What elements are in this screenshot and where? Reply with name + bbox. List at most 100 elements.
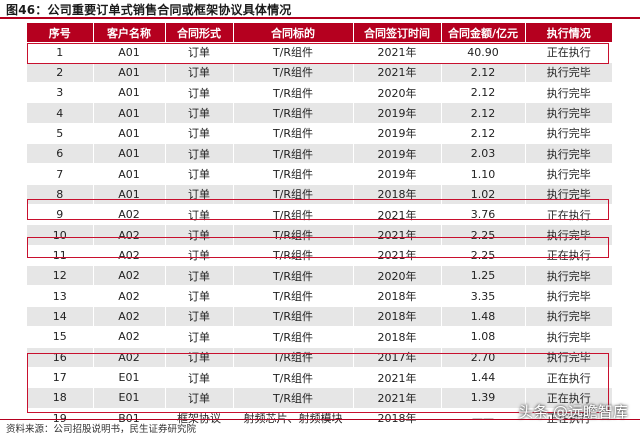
table-cell: 1.25 (441, 265, 526, 287)
table-cell: B01 (93, 408, 166, 429)
table-row: 16 A02 订单 T/R组件 2017年 2.70 执行完毕 (27, 347, 612, 368)
table-cell: 订单 (165, 123, 234, 145)
table-cell: A01 (93, 123, 166, 145)
table-cell: A01 (93, 102, 166, 124)
table-row: 13 A02 订单 T/R组件 2018年 3.35 执行完毕 (27, 285, 612, 307)
table-cell: A01 (93, 42, 166, 63)
table-row: 5 A01 订单 T/R组件 2019年 2.12 执行完毕 (27, 123, 612, 145)
table-row: 7 A01 订单 T/R组件 2019年 1.10 执行完毕 (27, 163, 612, 185)
table-cell: 订单 (165, 102, 234, 124)
table-cell: 订单 (165, 62, 234, 84)
table-row: 14 A02 订单 T/R组件 2018年 1.48 执行完毕 (27, 306, 612, 328)
header-cell: 合同签订时间 (353, 23, 442, 43)
table-cell: T/R组件 (233, 184, 354, 206)
table-cell: 9 (27, 204, 94, 226)
watermark: 头条 @远瞻智库 (518, 403, 628, 421)
table-cell: 框架协议 (165, 408, 234, 429)
table-cell: 执行完毕 (525, 62, 612, 84)
table-cell: 5 (27, 123, 94, 145)
table-header-row: 序号 客户名称 合同形式 合同标的 合同签订时间 合同金额/亿元 执行情况 (27, 23, 612, 43)
table-cell: 2 (27, 62, 94, 84)
table-cell: 2021年 (353, 367, 442, 389)
table-cell: 12 (27, 265, 94, 287)
table-cell: 2018年 (353, 285, 442, 307)
table-cell: 正在执行 (525, 42, 612, 63)
header-cell: 执行情况 (525, 23, 612, 43)
table-cell: 2018年 (353, 408, 442, 429)
table-row: 12 A02 订单 T/R组件 2020年 1.25 执行完毕 (27, 265, 612, 287)
table-cell: 正在执行 (525, 408, 612, 429)
table-cell: T/R组件 (233, 387, 354, 409)
table-cell: 射频芯片、射频模块 (233, 408, 354, 429)
table-cell: T/R组件 (233, 306, 354, 328)
header-cell: 客户名称 (93, 23, 166, 43)
table-cell: 2021年 (353, 245, 442, 267)
table-cell: 15 (27, 326, 94, 348)
table-cell: 正在执行 (525, 245, 612, 267)
table-row: 15 A02 订单 T/R组件 2018年 1.08 执行完毕 (27, 326, 612, 348)
table-cell: 订单 (165, 143, 234, 165)
table-cell: E01 (93, 367, 166, 389)
table-cell: 2.70 (441, 347, 526, 368)
table-cell: 订单 (165, 245, 234, 267)
table-cell: 2.12 (441, 82, 526, 104)
table-cell: 订单 (165, 163, 234, 185)
table-cell: 正在执行 (525, 367, 612, 389)
table-cell: 执行完毕 (525, 326, 612, 348)
table-cell: 2019年 (353, 123, 442, 145)
table-cell: A02 (93, 224, 166, 246)
table-cell: 订单 (165, 387, 234, 409)
table-cell: A02 (93, 306, 166, 328)
table-cell: 执行完毕 (525, 102, 612, 124)
table-row: 18 E01 订单 T/R组件 2021年 1.39 正在执行 (27, 387, 612, 409)
table-cell: 16 (27, 347, 94, 368)
table-cell: A01 (93, 82, 166, 104)
table-row: 11 A02 订单 T/R组件 2021年 2.25 正在执行 (27, 245, 612, 267)
table-cell: 3.35 (441, 285, 526, 307)
table-cell: T/R组件 (233, 163, 354, 185)
table-cell: T/R组件 (233, 245, 354, 267)
table-cell: 4 (27, 102, 94, 124)
table-cell: 40.90 (441, 42, 526, 63)
header-cell: 合同金额/亿元 (441, 23, 526, 43)
table-cell: A01 (93, 62, 166, 84)
table-row: 17 E01 订单 T/R组件 2021年 1.44 正在执行 (27, 367, 612, 389)
figure-title: 图46：公司重要订单式销售合同或框架协议具体情况 (6, 3, 292, 17)
table-cell: 订单 (165, 367, 234, 389)
table-cell: 正在执行 (525, 204, 612, 226)
table-cell: T/R组件 (233, 285, 354, 307)
table-cell: 1.10 (441, 163, 526, 185)
table-cell: A02 (93, 326, 166, 348)
table-cell: —— (441, 408, 526, 429)
table-cell: A02 (93, 265, 166, 287)
table-cell: 执行完毕 (525, 163, 612, 185)
table-cell: 执行完毕 (525, 82, 612, 104)
table-cell: 2021年 (353, 224, 442, 246)
table-cell: 执行完毕 (525, 285, 612, 307)
table-cell: 订单 (165, 265, 234, 287)
table-cell: 订单 (165, 326, 234, 348)
table-cell: 2018年 (353, 326, 442, 348)
table-cell: 1.08 (441, 326, 526, 348)
header-cell: 合同标的 (233, 23, 354, 43)
table-cell: A01 (93, 184, 166, 206)
table-cell: 3.76 (441, 204, 526, 226)
table-cell: 1 (27, 42, 94, 63)
table-cell: T/R组件 (233, 102, 354, 124)
table-cell: T/R组件 (233, 224, 354, 246)
table-cell: 14 (27, 306, 94, 328)
table-cell: 2018年 (353, 184, 442, 206)
table-cell: 订单 (165, 224, 234, 246)
table-cell: T/R组件 (233, 265, 354, 287)
table-cell: 2.12 (441, 102, 526, 124)
table-cell: 2019年 (353, 143, 442, 165)
table-cell: 订单 (165, 285, 234, 307)
table-cell: A02 (93, 347, 166, 368)
header-cell: 序号 (27, 23, 94, 43)
table-cell: A01 (93, 143, 166, 165)
table-cell: 2020年 (353, 265, 442, 287)
bottom-divider (0, 419, 640, 420)
table-cell: 订单 (165, 42, 234, 63)
table-row: 4 A01 订单 T/R组件 2019年 2.12 执行完毕 (27, 102, 612, 124)
table-cell: T/R组件 (233, 82, 354, 104)
